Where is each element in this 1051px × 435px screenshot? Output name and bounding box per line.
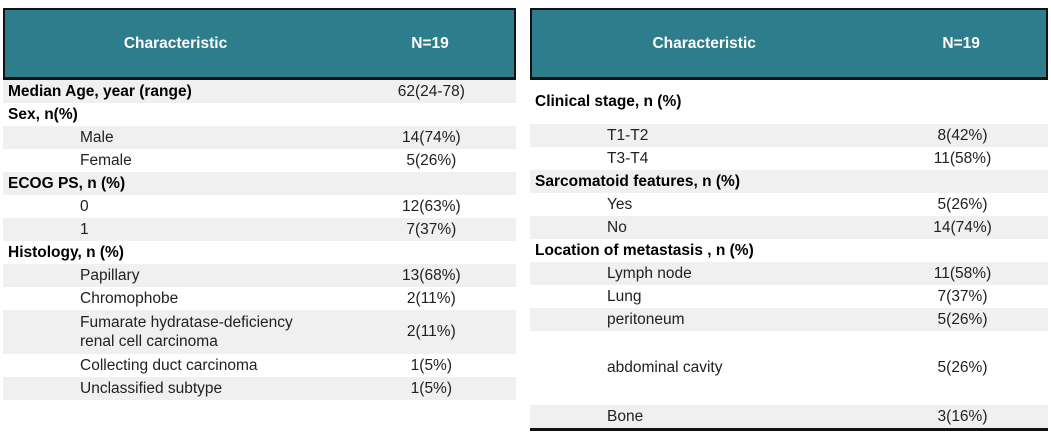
row-value: 5(26%) <box>406 151 457 169</box>
row-value: 11(58%) <box>933 264 992 282</box>
table-left-body: Median Age, year (range) 62(24-78) Sex, n(… <box>3 80 516 400</box>
row-label: Fumarate hydratase-deficiency renal cell… <box>80 313 293 350</box>
table-right-body: Clinical stage, n (%) T1-T2 8(42%) T3-T4 11(… <box>530 80 1048 431</box>
row-label: Female <box>80 151 132 169</box>
row-label: Sex, n(%) <box>8 105 78 123</box>
row-value: 14(74%) <box>402 128 461 146</box>
row-value: 1(5%) <box>410 379 453 397</box>
row-label: Lymph node <box>607 264 692 282</box>
row-value: 8(42%) <box>937 126 988 144</box>
table-right-header-row: Characteristic N=19 <box>530 8 1048 80</box>
row-label: Yes <box>607 195 633 213</box>
table-row: Collecting duct carcinoma 1(5%) <box>3 354 516 377</box>
table-row: 0 12(63%) <box>3 195 516 218</box>
row-value: 14(74%) <box>933 218 992 236</box>
row-label: No <box>607 218 627 236</box>
row-value: 5(26%) <box>937 310 988 328</box>
row-value: 62(24-78) <box>397 82 465 100</box>
row-label: Sarcomatoid features, n (%) <box>535 172 740 190</box>
table-row: ECOG PS, n (%) <box>3 172 516 195</box>
column-header-n: N=19 <box>411 34 449 52</box>
row-value: 11(58%) <box>933 149 992 167</box>
table-row: Sex, n(%) <box>3 103 516 126</box>
row-value: 7(37%) <box>937 287 988 305</box>
table-row: Lung 7(37%) <box>530 285 1048 308</box>
row-label: ECOG PS, n (%) <box>8 174 126 192</box>
row-value: 5(26%) <box>937 359 988 376</box>
row-label: abdominal cavity <box>607 359 723 377</box>
row-label: T3-T4 <box>607 149 649 167</box>
table-row: Location of metastasis , n (%) <box>530 239 1048 262</box>
table-row: peritoneum 5(26%) <box>530 308 1048 331</box>
table-row: Male 14(74%) <box>3 126 516 149</box>
row-label: Bone <box>607 407 644 425</box>
row-label: Unclassified subtype <box>80 379 223 397</box>
table-row: Chromophobe 2(11%) <box>3 287 516 310</box>
table-row: Bone 3(16%) <box>530 405 1048 428</box>
table-row: Female 5(26%) <box>3 149 516 172</box>
row-label: T1-T2 <box>607 126 649 144</box>
table-row: Lymph node 11(58%) <box>530 262 1048 285</box>
row-label: Chromophobe <box>80 289 179 307</box>
column-header-characteristic: Characteristic <box>123 34 228 52</box>
row-label: Location of metastasis , n (%) <box>535 241 754 259</box>
column-header-n: N=19 <box>942 34 980 52</box>
row-label: Lung <box>607 287 642 305</box>
table-left: Characteristic N=19 Median Age, year (ra… <box>3 8 516 400</box>
row-label: 0 <box>80 197 89 215</box>
row-label: Papillary <box>80 266 140 284</box>
table-row: Fumarate hydratase-deficiency renal cell… <box>3 310 516 354</box>
row-label: Clinical stage, n (%) <box>535 93 682 111</box>
table-row: Clinical stage, n (%) <box>530 80 1048 124</box>
table-row: No 14(74%) <box>530 216 1048 239</box>
table-row: Papillary 13(68%) <box>3 264 516 287</box>
row-value: 1(5%) <box>410 356 453 374</box>
table-row: abdominal cavity 5(26%) <box>530 331 1048 405</box>
row-label: Male <box>80 128 114 146</box>
table-row: T1-T2 8(42%) <box>530 124 1048 147</box>
row-label: peritoneum <box>607 310 685 328</box>
table-row: T3-T4 11(58%) <box>530 147 1048 170</box>
row-value: 2(11%) <box>406 323 456 340</box>
table-left-header-row: Characteristic N=19 <box>3 8 516 80</box>
table-row: Median Age, year (range) 62(24-78) <box>3 80 516 103</box>
table-right: Characteristic N=19 Clinical stage, n (%… <box>530 8 1048 431</box>
table-row: Yes 5(26%) <box>530 193 1048 216</box>
table-row: Histology, n (%) <box>3 241 516 264</box>
table-row: Unclassified subtype 1(5%) <box>3 377 516 400</box>
row-value: 13(68%) <box>402 266 461 284</box>
row-label: Median Age, year (range) <box>8 82 192 100</box>
row-value: 12(63%) <box>402 197 461 215</box>
row-value: 7(37%) <box>406 220 457 238</box>
row-label: Histology, n (%) <box>8 243 124 261</box>
table-row: Sarcomatoid features, n (%) <box>530 170 1048 193</box>
row-label: Collecting duct carcinoma <box>80 356 258 374</box>
column-header-characteristic: Characteristic <box>652 34 756 52</box>
row-value: 3(16%) <box>937 407 988 425</box>
row-value: 5(26%) <box>937 195 988 213</box>
row-value: 2(11%) <box>406 289 456 307</box>
table-row: 1 7(37%) <box>3 218 516 241</box>
row-label: 1 <box>80 220 89 238</box>
